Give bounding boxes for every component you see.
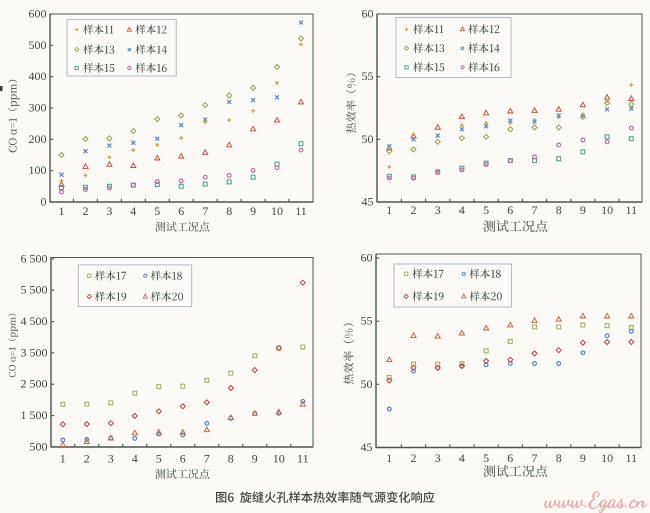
svg-text:3: 3 xyxy=(435,203,441,217)
svg-text:6: 6 xyxy=(507,451,513,465)
svg-text:4: 4 xyxy=(130,204,136,218)
svg-text:4: 4 xyxy=(132,451,138,465)
svg-text:10: 10 xyxy=(273,451,285,465)
svg-text:45: 45 xyxy=(361,440,373,454)
svg-text:8: 8 xyxy=(228,451,234,465)
svg-text:8: 8 xyxy=(556,203,562,217)
svg-text:55: 55 xyxy=(361,314,373,328)
svg-text:2: 2 xyxy=(84,451,90,465)
svg-text:3: 3 xyxy=(108,451,114,465)
svg-text:7: 7 xyxy=(204,451,210,465)
svg-text:2: 2 xyxy=(83,204,89,218)
svg-text:500: 500 xyxy=(30,439,48,453)
svg-text:45: 45 xyxy=(362,195,374,209)
svg-text:1: 1 xyxy=(386,451,392,465)
svg-text:9: 9 xyxy=(250,204,256,218)
svg-text:1 500: 1 500 xyxy=(21,408,48,422)
svg-text:8: 8 xyxy=(226,204,232,218)
svg-text:2: 2 xyxy=(411,451,417,465)
svg-text:10: 10 xyxy=(271,204,283,218)
svg-text:4: 4 xyxy=(459,203,465,217)
svg-text:3 500: 3 500 xyxy=(21,345,48,359)
svg-text:2: 2 xyxy=(411,203,417,217)
svg-text:6: 6 xyxy=(180,451,186,465)
svg-text:5: 5 xyxy=(483,451,489,465)
svg-text:100: 100 xyxy=(29,163,47,177)
svg-text:9: 9 xyxy=(580,203,586,217)
svg-text:500: 500 xyxy=(29,38,47,52)
svg-text:200: 200 xyxy=(29,132,47,146)
svg-text:3: 3 xyxy=(106,204,112,218)
svg-text:6: 6 xyxy=(507,203,513,217)
svg-text:3: 3 xyxy=(435,451,441,465)
svg-text:10: 10 xyxy=(601,451,613,465)
svg-text:6 500: 6 500 xyxy=(21,251,48,265)
svg-text:400: 400 xyxy=(29,69,47,83)
svg-text:60: 60 xyxy=(362,7,374,21)
svg-text:11: 11 xyxy=(626,451,638,465)
svg-text:2 500: 2 500 xyxy=(21,377,48,391)
svg-text:1: 1 xyxy=(59,204,65,218)
svg-text:50: 50 xyxy=(361,377,373,391)
svg-text:5: 5 xyxy=(156,451,162,465)
svg-text:4 500: 4 500 xyxy=(21,314,48,328)
svg-text:10: 10 xyxy=(601,203,613,217)
svg-text:600: 600 xyxy=(29,7,47,21)
svg-text:11: 11 xyxy=(297,451,309,465)
svg-text:4: 4 xyxy=(459,451,465,465)
svg-text:9: 9 xyxy=(252,451,258,465)
svg-text:1: 1 xyxy=(386,203,392,217)
svg-text:7: 7 xyxy=(532,203,538,217)
svg-text:300: 300 xyxy=(29,101,47,115)
svg-text:1: 1 xyxy=(60,451,66,465)
svg-text:55: 55 xyxy=(362,69,374,83)
svg-text:60: 60 xyxy=(361,251,373,265)
svg-text:11: 11 xyxy=(626,203,638,217)
svg-text:8: 8 xyxy=(556,451,562,465)
svg-text:5: 5 xyxy=(154,204,160,218)
svg-text:0: 0 xyxy=(41,195,47,209)
svg-text:5: 5 xyxy=(483,203,489,217)
svg-text:5 500: 5 500 xyxy=(21,283,48,297)
svg-text:6: 6 xyxy=(178,204,184,218)
svg-text:50: 50 xyxy=(362,132,374,146)
svg-text:7: 7 xyxy=(532,451,538,465)
svg-text:9: 9 xyxy=(580,451,586,465)
svg-text:7: 7 xyxy=(202,204,208,218)
svg-text:11: 11 xyxy=(295,204,307,218)
